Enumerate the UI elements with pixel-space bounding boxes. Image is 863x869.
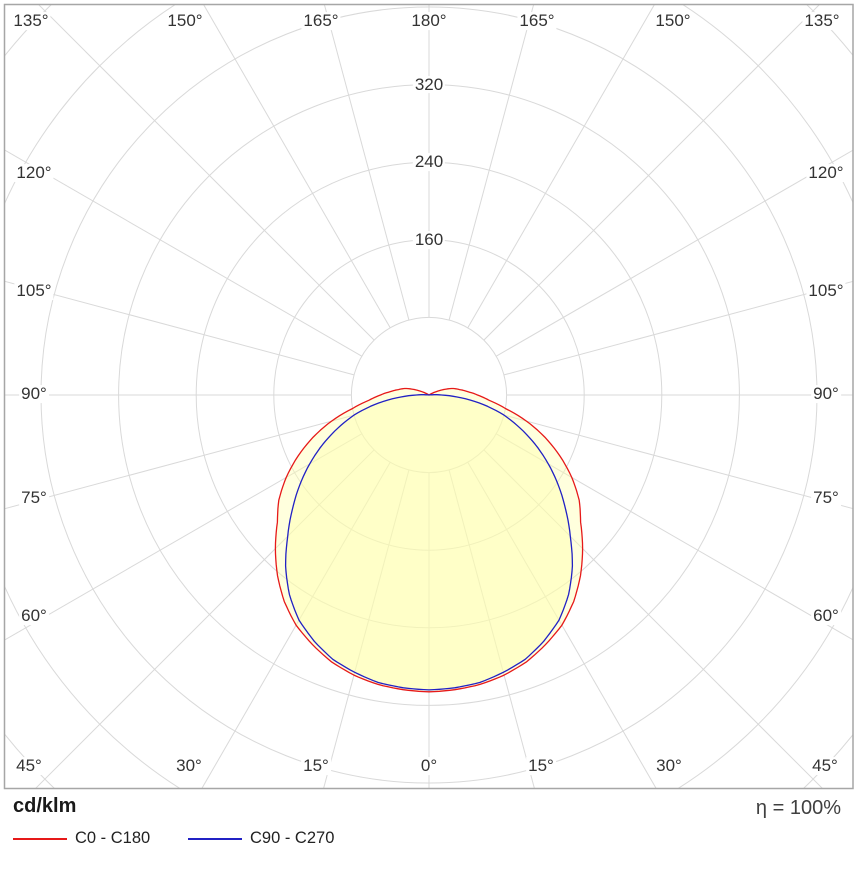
angle-label-bottom-6: 45° — [810, 756, 840, 776]
angle-label-top-2: 165° — [301, 11, 341, 31]
angle-label-left-1: 105° — [14, 281, 54, 301]
angle-label-bottom-2: 15° — [301, 756, 331, 776]
angle-label-top-5: 150° — [653, 11, 693, 31]
legend-item-c0-c180: C0 - C180 — [13, 829, 151, 847]
radial-tick-160: 160 — [412, 229, 446, 249]
fill-area-c90-c270 — [285, 394, 573, 690]
grid-spoke — [37, 4, 375, 341]
grid-spoke — [495, 433, 853, 641]
angle-label-right-1: 105° — [806, 281, 846, 301]
grid-spoke — [4, 433, 363, 641]
grid-spoke — [323, 469, 410, 789]
legend-label: C90 - C270 — [250, 829, 335, 847]
legend-item-c90-c270: C90 - C270 — [188, 829, 335, 847]
grid-spoke — [495, 149, 853, 357]
angle-label-left-3: 75° — [19, 488, 49, 508]
grid-spoke — [467, 461, 657, 789]
angle-label-top-1: 150° — [165, 11, 205, 31]
efficiency-label: η = 100% — [755, 797, 841, 819]
angle-label-top-3: 180° — [409, 11, 449, 31]
grid-spoke — [4, 149, 363, 357]
angle-label-right-4: 60° — [811, 606, 841, 626]
angle-label-right-0: 120° — [806, 163, 846, 183]
angle-label-right-2: 90° — [811, 384, 841, 404]
grid-spoke — [448, 469, 535, 789]
angle-label-bottom-0: 45° — [14, 756, 44, 776]
fill-area-c0-c180 — [275, 388, 583, 692]
angle-label-bottom-4: 15° — [526, 756, 556, 776]
angle-label-left-4: 60° — [19, 606, 49, 626]
grid-spoke — [467, 4, 656, 329]
grid-spoke — [34, 449, 375, 789]
angle-label-right-3: 75° — [811, 488, 841, 508]
angle-label-bottom-1: 30° — [174, 756, 204, 776]
grid-spoke — [503, 414, 853, 510]
grid-spoke — [323, 4, 410, 321]
angle-label-top-6: 135° — [802, 11, 842, 31]
grid-spoke — [202, 4, 391, 329]
radial-tick-320: 320 — [412, 74, 446, 94]
grid-spoke — [201, 461, 391, 789]
grid-spoke — [4, 280, 355, 376]
grid-spoke — [4, 414, 355, 510]
angle-label-bottom-3: 0° — [418, 756, 440, 776]
angle-label-bottom-5: 30° — [654, 756, 684, 776]
angle-label-top-0: 135° — [11, 11, 51, 31]
grid-spoke — [483, 449, 824, 789]
curve-c90-c270 — [284, 394, 574, 691]
plot-frame — [3, 3, 854, 790]
angle-label-left-2: 90° — [19, 384, 49, 404]
curve-c0-c180 — [274, 387, 584, 693]
grid-spoke — [448, 4, 535, 321]
angle-label-left-0: 120° — [14, 163, 54, 183]
radial-tick-240: 240 — [412, 152, 446, 172]
legend-swatch-blue-line — [188, 837, 242, 840]
grid-spoke — [503, 280, 853, 376]
units-label: cd/klm — [13, 795, 77, 817]
legend-label: C0 - C180 — [75, 829, 151, 847]
angle-label-top-4: 165° — [517, 11, 557, 31]
legend-swatch-red-line — [13, 837, 67, 840]
